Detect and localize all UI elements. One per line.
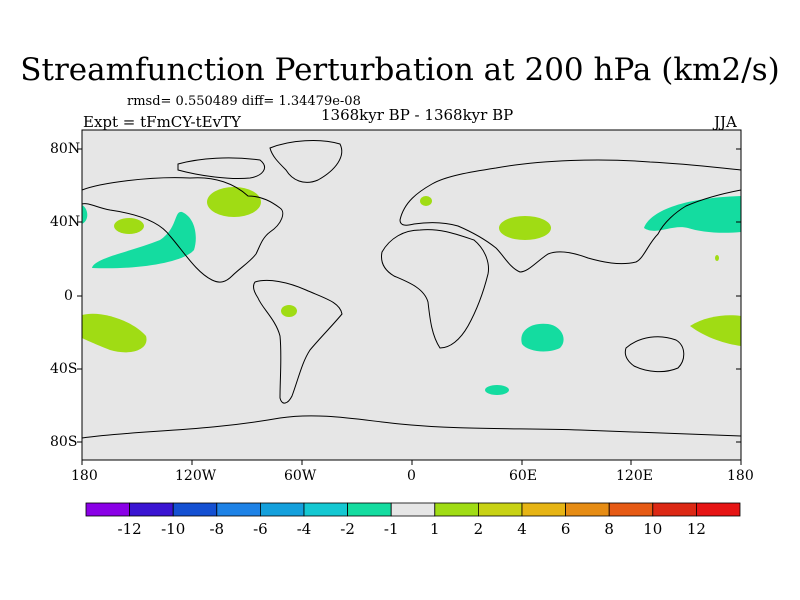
australia-coast [624, 336, 685, 373]
lon-label-180e: 180 [727, 468, 754, 484]
colorbar-label: 2 [474, 520, 484, 538]
colorbar-label: 12 [687, 520, 706, 538]
colorbar-label: 8 [604, 520, 614, 538]
lat-label-eq: 0 [64, 288, 73, 304]
colorbar-cell [696, 502, 741, 517]
lon-label-120w: 120W [175, 468, 217, 484]
positive-anomaly [82, 313, 147, 353]
experiment-label: Expt = tFmCY-tEvTY [83, 113, 241, 131]
lat-label-80n: 80N [50, 141, 81, 157]
stats-text: rmsd= 0.550489 diff= 1.34479e-08 [127, 94, 361, 109]
colorbar-label: -8 [209, 520, 224, 538]
colorbar-cell [303, 502, 348, 517]
colorbar-label: 1 [430, 520, 440, 538]
colorbar-cell [347, 502, 392, 517]
negative-anomaly [644, 196, 741, 233]
colorbar-cell [477, 502, 523, 517]
colorbar-label: -12 [118, 520, 142, 538]
positive-anomaly [207, 187, 261, 217]
antarctica-coast [81, 415, 742, 439]
colorbar-cell [390, 502, 436, 517]
lat-ticks [77, 148, 741, 443]
lon-label-120e: 120E [616, 468, 653, 484]
colorbar-cell [172, 502, 218, 517]
lon-label-60e: 60E [509, 468, 538, 484]
contour-fills [82, 187, 741, 395]
season-label: JJA [714, 113, 737, 131]
negative-anomaly [521, 323, 564, 352]
colorbar-label: 10 [643, 520, 662, 538]
lon-ticks [81, 460, 742, 465]
colorbar-cell [85, 502, 130, 517]
lat-label-40s: 40S [50, 361, 78, 377]
greenland-coast [269, 140, 343, 183]
colorbar-label: -10 [161, 520, 185, 538]
positive-anomaly [420, 196, 432, 206]
colorbar [85, 502, 741, 517]
lon-label-180w: 180 [71, 468, 98, 484]
africa-coast [381, 229, 489, 349]
lon-label-60w: 60W [284, 468, 317, 484]
negative-anomaly [485, 385, 509, 395]
north-america-coast [81, 177, 284, 283]
colorbar-label: 4 [517, 520, 527, 538]
negative-anomaly [82, 205, 88, 224]
colorbar-cell [565, 502, 610, 517]
colorbar-labels: -12 -10 -8 -6 -4 -2 -1 1 2 4 6 8 10 12 [118, 520, 706, 538]
positive-anomaly [715, 255, 719, 261]
colorbar-label: -6 [253, 520, 268, 538]
colorbar-cell [652, 502, 697, 517]
map-title: Streamfunction Perturbation at 200 hPa (… [20, 52, 780, 88]
positive-anomaly [281, 305, 297, 317]
lat-label-40n: 40N [50, 214, 81, 230]
colorbar-label: -1 [384, 520, 399, 538]
lon-label-0: 0 [407, 468, 416, 484]
positive-anomaly [499, 216, 551, 240]
positive-anomaly [114, 218, 144, 234]
colorbar-label: -2 [340, 520, 355, 538]
period-label: 1368kyr BP - 1368kyr BP [321, 106, 514, 124]
lat-label-80s: 80S [50, 434, 78, 450]
positive-anomaly [690, 315, 741, 346]
colorbar-cell [259, 502, 305, 517]
colorbar-label: 6 [561, 520, 571, 538]
coastlines [81, 140, 742, 439]
colorbar-cell [608, 502, 654, 517]
colorbar-cell [129, 502, 174, 517]
colorbar-cell [521, 502, 566, 517]
colorbar-cell [434, 502, 479, 517]
negative-anomaly [92, 211, 196, 269]
colorbar-label: -4 [297, 520, 312, 538]
eurasia-coast [399, 159, 742, 273]
canadian-arctic-coast [177, 157, 265, 179]
south-america-coast [253, 279, 343, 404]
map-background [82, 130, 741, 460]
colorbar-cell [216, 502, 261, 517]
